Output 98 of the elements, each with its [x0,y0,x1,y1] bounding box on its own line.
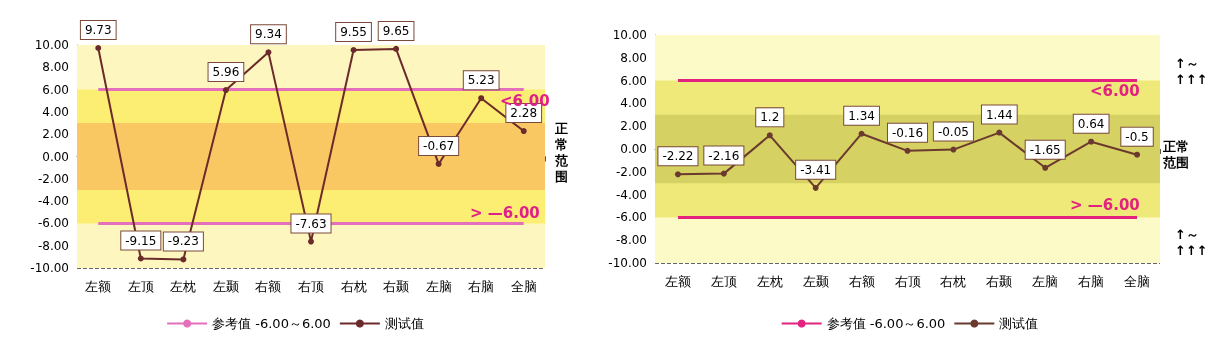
data-label: 9.65 [382,23,410,38]
y-tick-label: -2.00 [615,164,647,179]
point [180,256,187,263]
point [308,238,314,245]
data-label: -0.67 [423,138,455,153]
data-label: -3.41 [800,162,832,177]
data-label: 0.64 [1077,116,1105,131]
point [996,129,1003,136]
y-tick-label: 10.00 [34,38,69,52]
text: ↑～ ↑↑↑ [1175,55,1208,87]
point [1088,138,1095,145]
data-label: -2.22 [662,149,694,164]
point [1134,151,1141,158]
point [137,255,144,262]
text: ↑～ ↑↑↑ [1175,226,1208,258]
point [904,147,911,154]
data-label: -9.23 [167,234,199,249]
y-tick-label: -4.00 [615,187,647,202]
y-tick-label: -8.00 [37,238,69,253]
y-tick-label: -6.00 [37,216,69,231]
data-label: -1.65 [1029,142,1061,157]
x-tick-label: 右额 [848,274,875,289]
data-label: 1.2 [760,110,780,125]
text: 正常范围 [1162,138,1189,170]
y-tick-label: 4.00 [620,96,647,111]
point [95,45,102,52]
y-tick-label: -2.00 [37,171,69,186]
x-tick-label: 左枕 [756,274,783,289]
y-tick-label: -4.00 [37,194,69,209]
annotation: > —6.00 [470,204,540,222]
point [393,45,400,52]
annotation: > —6.00 [1070,196,1140,214]
y-tick-label: 8.00 [620,50,647,65]
y-tick-label: -10.00 [30,261,69,275]
x-tick-label: 左顶 [127,279,154,294]
point [435,160,442,167]
y-tick-label: 4.00 [42,104,69,119]
legend-label: 参考值 -6.00～6.00 [826,316,946,331]
point [350,47,357,54]
y-tick-label: 10.00 [612,28,647,42]
data-label: 9.34 [255,27,282,42]
x-tick-label: 左枕 [170,279,197,294]
point [520,128,527,135]
x-tick-label: 右颞 [986,274,1013,289]
x-tick-label: 左颞 [802,274,829,289]
y-tick-label: 2.00 [42,127,69,142]
y-tick-label: 8.00 [42,60,69,75]
data-label: -0.5 [1125,129,1149,144]
text: 正常范围 [554,120,568,184]
data-label: 1.44 [985,107,1013,122]
x-tick-label: 右脑 [1078,274,1105,289]
data-label: 5.96 [212,65,240,80]
y-tick-label: 2.00 [620,119,647,134]
x-tick-label: 右枕 [940,274,967,289]
point [812,184,819,191]
x-tick-label: 左脑 [1032,274,1059,289]
x-tick-label: 左颞 [212,279,239,294]
x-tick-label: 左脑 [425,279,452,294]
x-tick-label: 右顶 [894,274,921,289]
point [720,170,727,177]
data-label: 2.28 [510,106,538,121]
y-tick-label: 0.00 [42,149,69,164]
point [1042,164,1049,171]
point [858,130,865,137]
x-tick-label: 全脑 [1124,274,1151,289]
x-tick-label: 全脑 [510,279,537,294]
point [222,87,229,94]
legend-label: 参考值 -6.00～6.00 [212,316,331,331]
data-label: -0.16 [891,125,924,140]
x-tick-label: 右顶 [298,279,324,294]
point [766,132,773,139]
data-label: -0.05 [937,124,969,139]
legend-label: 测试值 [384,316,424,331]
y-tick-label: 6.00 [42,82,69,97]
x-tick-label: 右颞 [383,279,410,294]
point [478,95,485,102]
data-label: 1.34 [848,108,875,123]
y-tick-label: -8.00 [615,233,647,248]
data-label: 9.73 [84,23,112,38]
y-tick-label: 0.00 [620,142,647,156]
x-tick-label: 右枕 [340,279,367,294]
y-tick-label: -10.00 [608,256,647,270]
point [265,49,272,56]
x-tick-label: 右额 [255,279,282,294]
y-tick-label: -6.00 [615,210,647,225]
point [950,146,957,153]
x-tick-label: 左额 [664,274,691,289]
data-label: 5.23 [467,73,495,88]
legend-label: 测试值 [999,316,1039,331]
point [674,171,681,178]
y-tick-label: 6.00 [620,73,647,88]
data-label: -9.15 [125,233,157,248]
x-tick-label: 右脑 [468,279,495,294]
x-tick-label: 左额 [85,279,112,294]
annotation: <6.00 [1090,82,1140,100]
data-label: 9.55 [340,25,367,40]
data-label: -2.16 [708,148,740,163]
x-tick-label: 左顶 [710,274,737,289]
